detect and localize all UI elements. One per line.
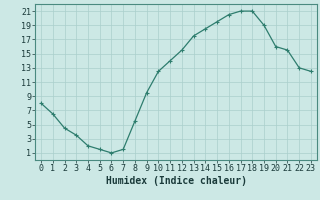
X-axis label: Humidex (Indice chaleur): Humidex (Indice chaleur): [106, 176, 246, 186]
